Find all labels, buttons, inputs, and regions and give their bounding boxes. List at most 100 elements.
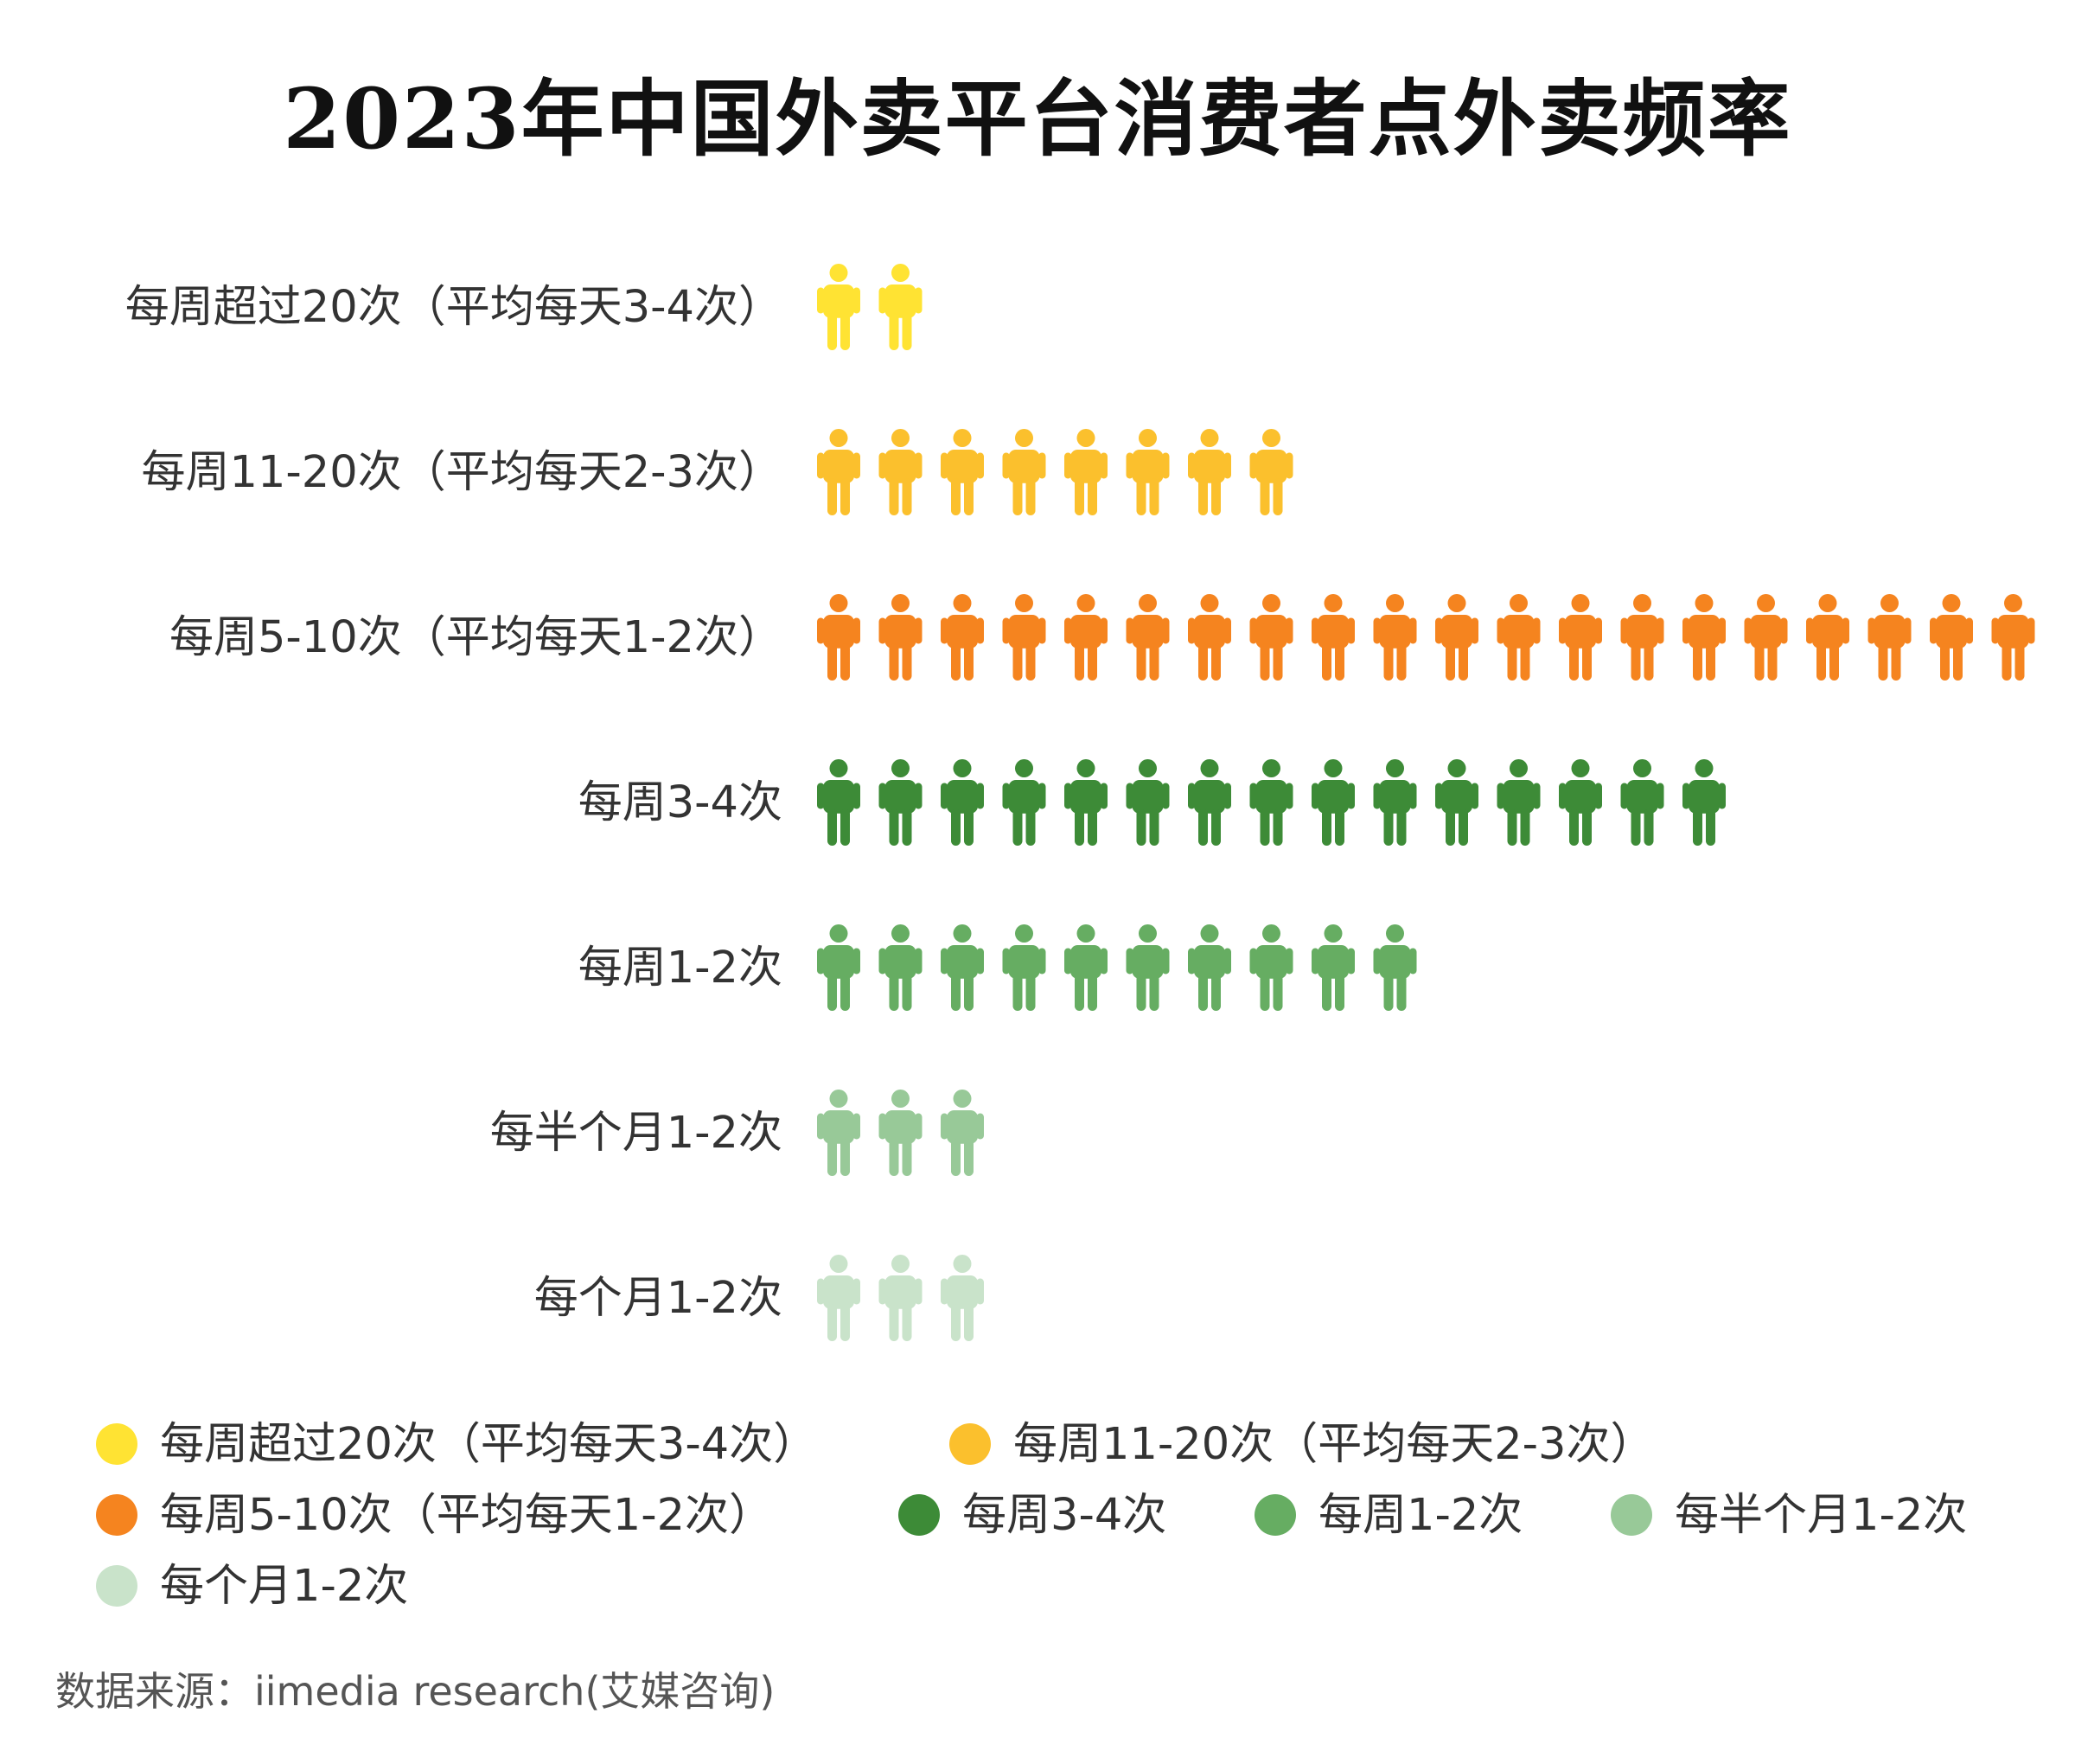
person-icon xyxy=(878,1255,923,1341)
legend-item: 每周5-10次（平均每天1-2次） xyxy=(96,1490,773,1541)
legend-label: 每周3-4次 xyxy=(962,1490,1166,1541)
person-icon xyxy=(878,594,923,681)
person-icon xyxy=(1188,924,1231,1011)
person-icon xyxy=(817,264,860,350)
person-icon xyxy=(1064,759,1108,846)
person-icon xyxy=(878,1090,923,1176)
person-icon xyxy=(1188,594,1231,681)
legend-item: 每周3-4次 xyxy=(898,1490,1166,1541)
person-icon xyxy=(1064,429,1108,515)
row-7: 每个月1-2次 xyxy=(534,1255,984,1341)
person-icon xyxy=(941,1090,984,1176)
person-icon xyxy=(1682,594,1726,681)
row-3: 每周5-10次（平均每天1-2次） xyxy=(169,594,2035,681)
person-icon xyxy=(1002,429,1046,515)
person-icon xyxy=(817,1255,860,1341)
person-icon xyxy=(1497,759,1541,846)
legend-swatch xyxy=(96,1565,137,1607)
person-icon xyxy=(1559,759,1602,846)
person-icon xyxy=(878,429,923,515)
person-icon xyxy=(1497,594,1541,681)
row-label: 每周超过20次（平均每天3-4次） xyxy=(125,282,782,333)
person-icon xyxy=(1435,759,1478,846)
legend-swatch xyxy=(1255,1494,1296,1536)
person-icon xyxy=(1559,594,1602,681)
legend-swatch xyxy=(1611,1494,1652,1536)
person-icon xyxy=(941,924,984,1011)
person-icon xyxy=(1188,759,1231,846)
legend-item: 每个月1-2次 xyxy=(96,1561,408,1612)
person-icon xyxy=(941,759,984,846)
person-icon xyxy=(817,924,860,1011)
row-2: 每周11-20次（平均每天2-3次） xyxy=(142,429,1293,515)
person-icon xyxy=(1126,429,1170,515)
legend-item: 每周1-2次 xyxy=(1255,1490,1523,1541)
person-icon xyxy=(1373,594,1417,681)
person-icon xyxy=(878,924,923,1011)
person-icon xyxy=(817,759,860,846)
person-icon xyxy=(941,1255,984,1341)
row-label: 每周11-20次（平均每天2-3次） xyxy=(142,447,783,498)
person-icon xyxy=(1002,759,1046,846)
person-icon xyxy=(1620,594,1664,681)
legend-label: 每周1-2次 xyxy=(1318,1490,1523,1541)
person-icon xyxy=(1312,759,1355,846)
row-label: 每周3-4次 xyxy=(578,777,782,828)
legend-label: 每周超过20次（平均每天3-4次） xyxy=(160,1419,817,1470)
legend-swatch xyxy=(898,1494,940,1536)
legend-item: 每周11-20次（平均每天2-3次） xyxy=(949,1419,1655,1470)
row-6: 每半个月1-2次 xyxy=(490,1090,984,1176)
person-icon xyxy=(878,759,923,846)
row-label: 每个月1-2次 xyxy=(534,1273,782,1324)
legend-item: 每周超过20次（平均每天3-4次） xyxy=(96,1419,817,1470)
person-icon xyxy=(1126,759,1170,846)
person-icon xyxy=(1312,594,1355,681)
row-label: 每周5-10次（平均每天1-2次） xyxy=(169,612,782,663)
pictograph-rows: 每周超过20次（平均每天3-4次） 每周11-20次（平均每天2-3次） 每周5-1… xyxy=(125,264,2035,1341)
row-5: 每周1-2次 xyxy=(578,924,1417,1011)
legend-label: 每周11-20次（平均每天2-3次） xyxy=(1013,1419,1655,1470)
legend-swatch xyxy=(949,1423,991,1465)
legend-swatch xyxy=(96,1494,137,1536)
chart-title: 2023年中国外卖平台消费者点外卖频率 xyxy=(283,70,1792,168)
legend-label: 每周5-10次（平均每天1-2次） xyxy=(160,1490,773,1541)
person-icon xyxy=(1064,594,1108,681)
person-icon xyxy=(1126,924,1170,1011)
legend: 每周超过20次（平均每天3-4次） 每周11-20次（平均每天2-3次） 每周5-1… xyxy=(96,1419,1967,1612)
person-icon xyxy=(1249,594,1293,681)
person-icon xyxy=(1868,594,1912,681)
legend-swatch xyxy=(96,1423,137,1465)
person-icon xyxy=(1991,594,2035,681)
row-4: 每周3-4次 xyxy=(578,759,1726,846)
person-icon xyxy=(941,429,984,515)
person-icon xyxy=(941,594,984,681)
person-icon xyxy=(817,594,860,681)
row-label: 每周1-2次 xyxy=(578,943,782,994)
person-icon xyxy=(817,429,860,515)
person-icon xyxy=(1064,924,1108,1011)
row-1: 每周超过20次（平均每天3-4次） xyxy=(125,264,923,350)
source-note: 数据来源：iimedia research(艾媒咨询) xyxy=(55,1668,776,1715)
person-icon xyxy=(1806,594,1849,681)
person-icon xyxy=(1620,759,1664,846)
person-icon xyxy=(1682,759,1726,846)
person-icon xyxy=(1744,594,1788,681)
person-icon xyxy=(1002,594,1046,681)
person-icon xyxy=(1126,594,1170,681)
person-icon xyxy=(1373,759,1417,846)
person-icon xyxy=(1435,594,1478,681)
legend-item: 每半个月1-2次 xyxy=(1611,1490,1967,1541)
legend-label: 每半个月1-2次 xyxy=(1675,1490,1967,1541)
person-icon xyxy=(1373,924,1417,1011)
person-icon xyxy=(1249,759,1293,846)
person-icon xyxy=(1930,594,1973,681)
row-label: 每半个月1-2次 xyxy=(490,1108,782,1159)
person-icon xyxy=(1188,429,1231,515)
person-icon xyxy=(1249,924,1293,1011)
person-icon xyxy=(817,1090,860,1176)
legend-label: 每个月1-2次 xyxy=(160,1561,408,1612)
person-icon xyxy=(1002,924,1046,1011)
person-icon xyxy=(1249,429,1293,515)
